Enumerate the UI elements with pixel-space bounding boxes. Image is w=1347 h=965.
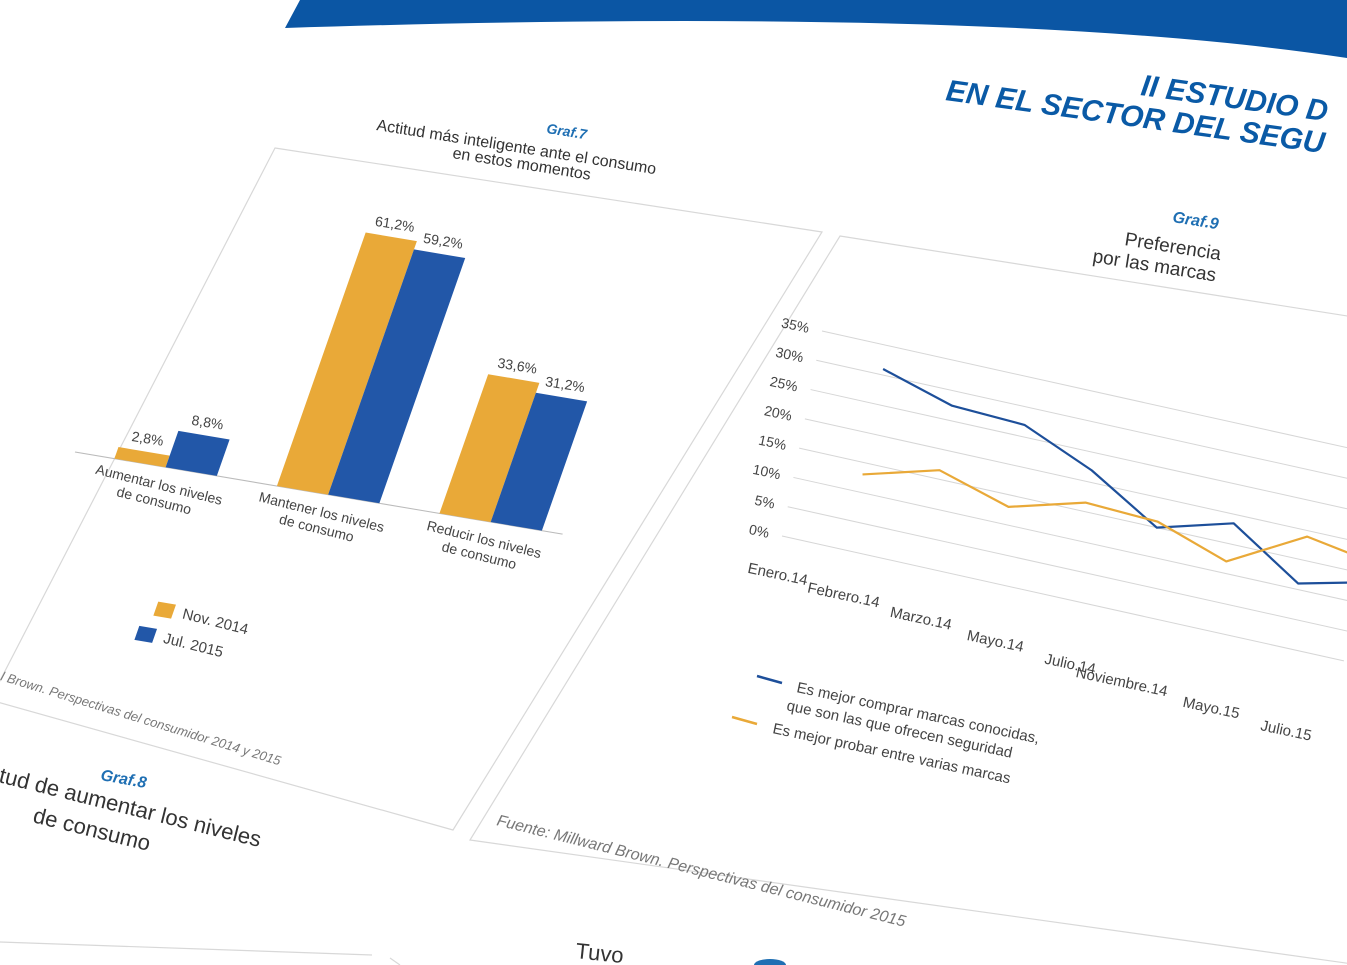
graf9-gridline — [799, 447, 1347, 571]
graf7-legend-label: Jul. 2015 — [162, 630, 225, 661]
graf9-ytick: 30% — [774, 344, 805, 365]
graf9-legend-swatch-2 — [731, 715, 758, 726]
graf7-legend-swatch — [134, 625, 158, 643]
graf9-xtick: Noviembre.14 — [1074, 664, 1169, 700]
graf7-value-label: 8,8% — [191, 412, 225, 433]
graf7-value-label: 2,8% — [131, 428, 165, 449]
graf9-gridline — [787, 506, 1347, 632]
graf7-plot — [74, 232, 588, 643]
graf9-panel — [469, 235, 1347, 964]
graf9-gridline — [804, 418, 1347, 540]
graf9-xtick: Mayo.15 — [1181, 694, 1241, 723]
graf7-value-label: 33,6% — [497, 355, 539, 377]
graf9-gridline — [821, 330, 1347, 449]
graf9-plot — [781, 330, 1347, 662]
graf9-ytick: 15% — [757, 432, 788, 453]
graf9-ytick: 35% — [780, 314, 811, 335]
graf7-value-label: 59,2% — [422, 230, 464, 252]
graf9-ytick: 10% — [751, 461, 782, 482]
graf7-panel — [0, 147, 823, 831]
graf7-value-label: 31,2% — [544, 373, 586, 395]
graf9-gridline — [781, 535, 1345, 662]
graf7-source: l Brown. Perspectivas del consumidor 201… — [0, 669, 283, 769]
graf7-legend-swatch — [153, 601, 176, 619]
graf7-bar — [328, 249, 466, 504]
graf9-series-line-probar — [862, 469, 1347, 563]
graf7-bar — [490, 392, 588, 531]
graf9-gridline — [810, 389, 1347, 510]
graf7-tag: Graf.7 — [546, 120, 590, 142]
graf9-ytick: 5% — [753, 492, 776, 512]
graf9-ytick: 25% — [769, 373, 800, 394]
graf9-legend-swatch-1 — [756, 674, 783, 685]
footer-partial-text: Tuvo — [574, 938, 624, 965]
graf7-legend-label: Nov. 2014 — [181, 606, 250, 639]
graf9-gridline — [816, 359, 1347, 479]
graf9-ytick: 0% — [748, 521, 771, 541]
graf7-bar — [276, 232, 417, 495]
graf7-legend — [134, 601, 176, 643]
graf7-bar — [114, 447, 170, 468]
graf9-ytick: 20% — [763, 402, 794, 423]
graf9-xtick: Febrero.14 — [806, 579, 881, 611]
bottom-panel-edge-right — [389, 957, 401, 965]
header-band — [285, 0, 1347, 58]
graf9-xtick: Mayo.14 — [965, 627, 1025, 656]
footer-partial-blue-mark — [754, 959, 786, 965]
graf7-bar — [165, 430, 230, 476]
graf7-value-label: 61,2% — [374, 213, 416, 235]
graf9-tag: Graf.9 — [1171, 209, 1219, 233]
graf7-bar — [439, 374, 540, 523]
graf9-xtick: Enero.14 — [746, 560, 809, 589]
graf9-xtick: Marzo.14 — [889, 604, 954, 634]
graf9-series-line-conocidas — [882, 368, 1347, 585]
graf9-gridline — [793, 476, 1347, 601]
graf9-source: Fuente: Millward Brown. Perspectivas del… — [495, 812, 907, 930]
bottom-panel-edge-left — [0, 941, 373, 956]
graf9-xtick: Julio.15 — [1259, 717, 1313, 744]
